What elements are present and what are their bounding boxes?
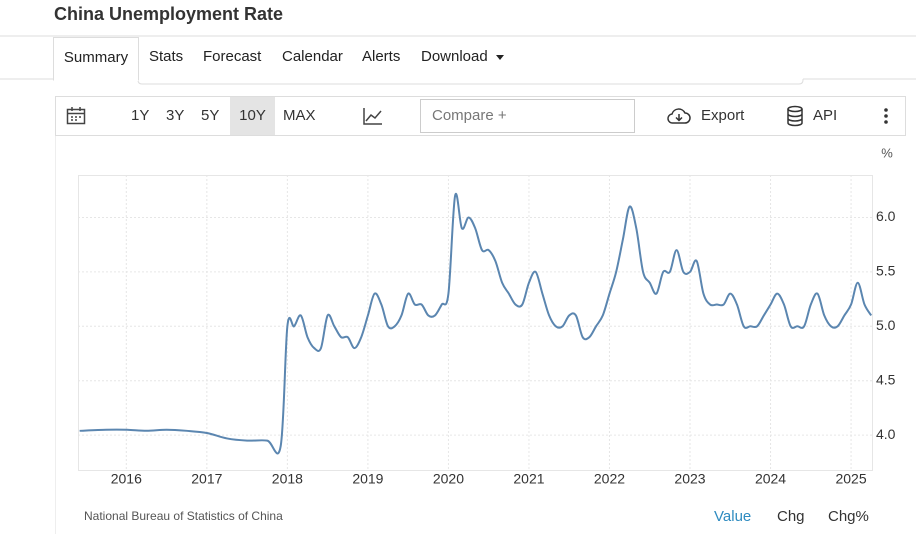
x-tick-label: 2019 xyxy=(352,471,383,487)
more-menu[interactable] xyxy=(882,107,890,125)
x-tick-label: 2016 xyxy=(111,471,142,487)
tab[interactable]: Calendar xyxy=(282,48,343,65)
page-title: China Unemployment Rate xyxy=(54,4,284,24)
y-tick-label: 5.0 xyxy=(876,317,896,333)
range-button[interactable]: 3Y xyxy=(166,107,185,124)
calendar-icon[interactable] xyxy=(66,106,86,126)
y-tick-label: 4.0 xyxy=(876,426,896,442)
x-tick-label: 2017 xyxy=(191,471,222,487)
x-tick-label: 2024 xyxy=(755,471,786,487)
chart-type-icon[interactable] xyxy=(362,106,384,126)
footer-tab-active[interactable]: Value xyxy=(714,508,752,525)
tab[interactable]: Forecast xyxy=(203,48,262,65)
footer-tab[interactable]: Chg% xyxy=(828,508,869,525)
dropdown-caret xyxy=(496,55,504,60)
x-tick-label: 2018 xyxy=(272,471,303,487)
x-tick-label: 2023 xyxy=(674,471,705,487)
range-button[interactable]: MAX xyxy=(283,107,316,124)
footer-tab[interactable]: Chg xyxy=(777,508,805,525)
x-tick-label: 2020 xyxy=(433,471,464,487)
plot-frame xyxy=(78,175,873,471)
y-tick-label: 5.5 xyxy=(876,263,896,279)
y-tick-label: 4.5 xyxy=(876,371,896,387)
tab[interactable]: Stats xyxy=(149,48,184,65)
y-tick-label: 6.0 xyxy=(876,208,896,224)
range-button[interactable]: 5Y xyxy=(201,107,220,124)
data-line xyxy=(79,192,873,455)
api-button[interactable]: API xyxy=(813,107,838,124)
tab-panel xyxy=(137,79,804,85)
tab[interactable]: Summary xyxy=(53,37,139,81)
export-button[interactable]: Export xyxy=(701,107,745,124)
x-tick-label: 2025 xyxy=(835,471,866,487)
range-button[interactable]: 1Y xyxy=(131,107,150,124)
range-button-active[interactable]: 10Y xyxy=(230,97,275,135)
tab[interactable]: Download xyxy=(421,48,488,65)
tab[interactable]: Alerts xyxy=(362,48,401,65)
cloud-icon[interactable] xyxy=(666,106,692,126)
x-tick-label: 2022 xyxy=(594,471,625,487)
source-note: National Bureau of Statistics of China xyxy=(84,509,283,523)
toolbar xyxy=(55,96,906,136)
database-icon[interactable] xyxy=(786,105,804,127)
unit-label: % xyxy=(881,145,893,160)
compare-input[interactable]: Compare + xyxy=(420,99,635,133)
x-tick-label: 2021 xyxy=(513,471,544,487)
